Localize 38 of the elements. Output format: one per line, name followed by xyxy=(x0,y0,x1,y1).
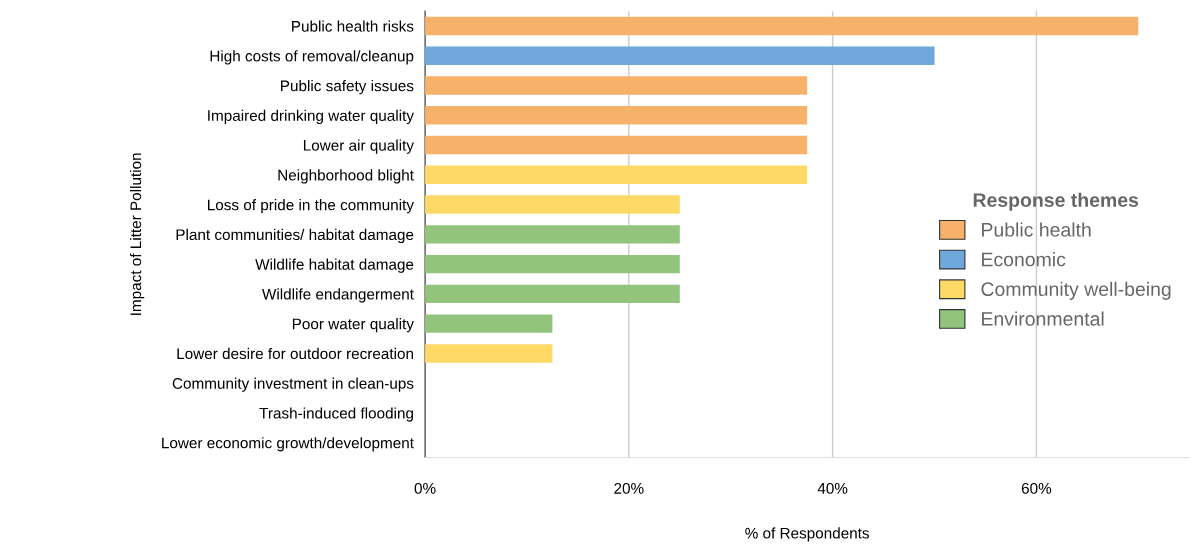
bar xyxy=(425,135,808,155)
y-tick-label: Wildlife habitat damage xyxy=(255,258,414,273)
bar xyxy=(425,165,808,185)
y-tick-label: Impaired drinking water quality xyxy=(208,109,414,125)
bar xyxy=(425,76,808,95)
bar xyxy=(425,46,935,66)
y-tick-label: Lower economic growth/development xyxy=(162,437,414,452)
y-tick-label: Wildlife endangerment xyxy=(262,288,414,303)
y-tick-label: Community investment in clean-ups xyxy=(172,377,414,392)
bar xyxy=(425,314,553,333)
bar xyxy=(425,344,553,363)
bar xyxy=(425,254,680,274)
y-tick-label: Lower desire for outdoor recreation xyxy=(177,347,413,360)
x-tick-label: 60% xyxy=(1021,482,1052,494)
y-tick-label: Public safety issues xyxy=(281,80,414,95)
y-tick-label: Loss of pride in the community xyxy=(208,199,414,214)
y-tick-label: Public health risks xyxy=(292,20,414,32)
bar xyxy=(425,16,1139,36)
legend-label: Community well-being xyxy=(981,281,1171,300)
y-axis-title: Impact of Litter Pollution xyxy=(129,153,145,315)
y-tick-label: Plant communities/ habitat damage xyxy=(176,228,414,244)
y-tick-label: Trash-induced flooding xyxy=(259,407,413,422)
bar xyxy=(425,106,808,125)
x-axis-title: % of Respondents xyxy=(745,527,870,542)
y-tick-label: Neighborhood blight xyxy=(278,169,414,184)
y-tick-label: Poor water quality xyxy=(292,318,414,333)
x-tick-label: 0% xyxy=(414,482,436,494)
legend-label: Environmental xyxy=(982,311,1104,326)
bar xyxy=(425,225,680,244)
y-tick-label: Lower air quality xyxy=(303,139,414,154)
x-tick-label: 20% xyxy=(614,482,644,494)
bar xyxy=(425,284,680,304)
y-tick-label: High costs of removal/cleanup xyxy=(210,50,414,65)
x-tick-label: 40% xyxy=(817,482,848,494)
legend-label: Public health xyxy=(982,222,1091,237)
bar xyxy=(425,195,680,214)
legend-label: Economic xyxy=(982,252,1066,267)
legend-title: Response themes xyxy=(973,192,1139,211)
